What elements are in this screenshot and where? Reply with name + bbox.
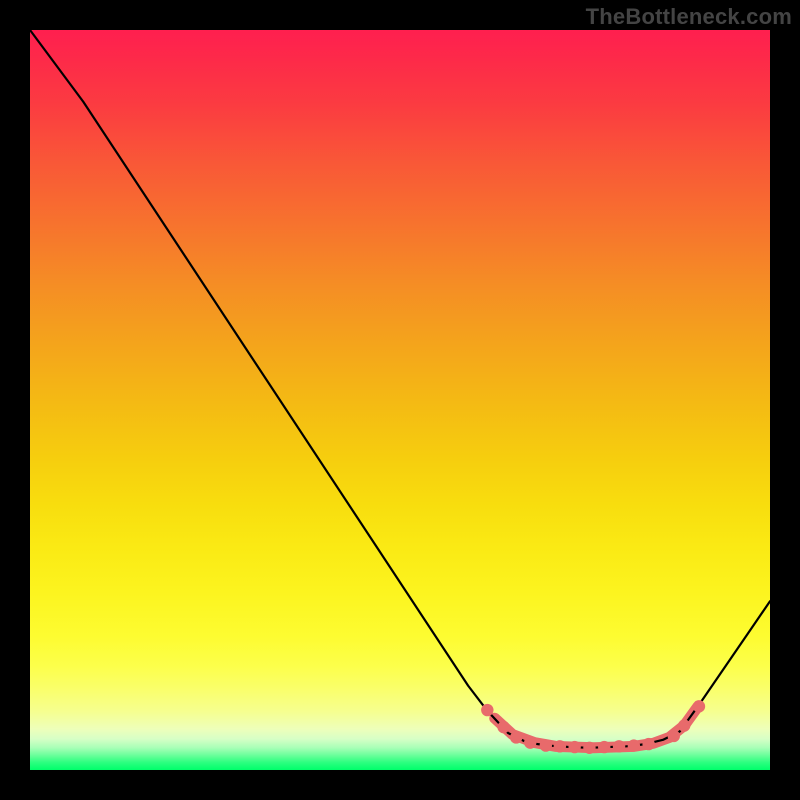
data-marker: [510, 731, 522, 743]
chart-canvas: TheBottleneck.com: [0, 0, 800, 800]
data-marker: [678, 719, 690, 731]
data-marker: [583, 742, 595, 754]
data-marker: [668, 730, 680, 742]
data-marker: [598, 741, 610, 753]
data-marker: [554, 740, 566, 752]
data-marker: [568, 741, 580, 753]
plot-background: [30, 30, 770, 770]
data-marker: [642, 738, 654, 750]
data-marker: [481, 704, 493, 716]
data-marker: [613, 740, 625, 752]
data-marker: [540, 739, 552, 751]
data-marker: [524, 736, 536, 748]
data-marker: [628, 739, 640, 751]
watermark-text: TheBottleneck.com: [586, 4, 792, 30]
chart-svg: [0, 0, 800, 800]
data-marker: [497, 721, 509, 733]
data-marker: [693, 700, 705, 712]
